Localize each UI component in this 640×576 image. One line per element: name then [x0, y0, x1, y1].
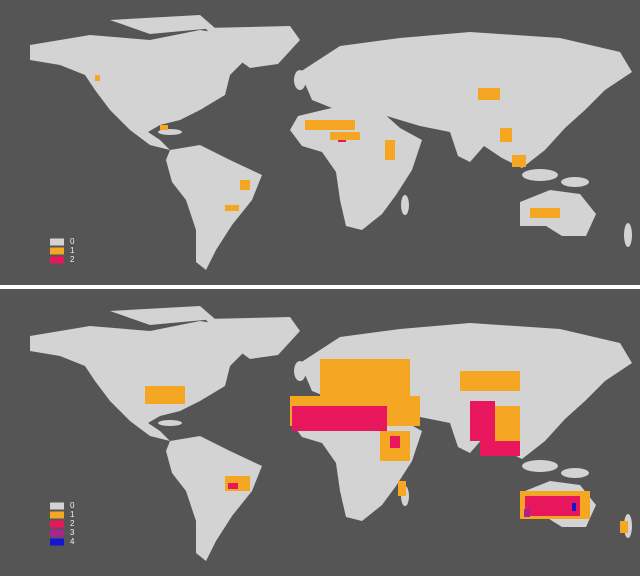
risk-area — [320, 359, 410, 399]
legend-label: 0 — [70, 237, 75, 246]
risk-area — [385, 140, 395, 160]
risk-area — [240, 180, 250, 190]
risk-area — [460, 371, 520, 391]
risk-area — [524, 509, 530, 517]
legend-label: 2 — [70, 519, 75, 528]
risk-area — [160, 125, 168, 130]
risk-area — [470, 401, 495, 441]
legend-swatch — [50, 529, 64, 537]
legend-swatch — [50, 520, 64, 528]
risk-area — [525, 496, 580, 516]
risk-area — [620, 521, 628, 533]
risk-area — [512, 155, 526, 167]
risk-area — [145, 386, 185, 404]
legend-swatch — [50, 538, 64, 546]
legend-label: 2 — [70, 255, 75, 264]
risk-area — [228, 483, 238, 489]
legend-swatch — [50, 256, 64, 264]
legend-label: 1 — [70, 246, 75, 255]
risk-area — [530, 208, 560, 218]
risk-area — [572, 503, 576, 511]
legend-swatch — [50, 247, 64, 255]
risk-area — [480, 441, 520, 456]
risk-area — [305, 120, 355, 130]
risk-area — [95, 75, 100, 81]
separator — [0, 285, 640, 289]
risk-area — [398, 481, 406, 496]
legend-swatch — [50, 502, 64, 510]
map-panel: 012 — [30, 15, 632, 270]
legend-label: 1 — [70, 510, 75, 519]
risk-area — [390, 436, 400, 448]
legend-label: 3 — [70, 528, 75, 537]
legend-label: 0 — [70, 501, 75, 510]
risk-area — [225, 205, 239, 211]
risk-area — [292, 406, 387, 431]
risk-area — [478, 88, 500, 100]
legend-swatch — [50, 238, 64, 246]
legend-swatch — [50, 511, 64, 519]
legend: 012 — [50, 237, 75, 264]
risk-area — [500, 128, 512, 142]
legend-label: 4 — [70, 537, 75, 546]
risk-area — [330, 132, 360, 140]
